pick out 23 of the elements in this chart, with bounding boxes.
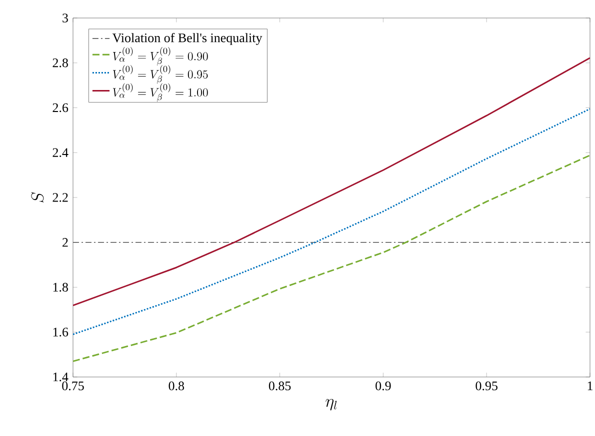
x-tick-label: 0.8 [168,382,184,390]
y-tick-label: 2.8 [52,58,68,68]
y-tick-label: 1.4 [53,372,68,382]
legend-label: $V_{\alpha}^{(0)} = V_{\beta}^{(0)} = 0.90$ [112,47,208,66]
y-tick-label: 3 [62,14,68,22]
x-tick-label: 0.85 [268,382,291,390]
x-tick-label: 0.95 [476,382,498,390]
x-tick-label: 1 [588,382,592,390]
legend-label: $V_{\alpha}^{(0)} = V_{\beta}^{(0)} = 1.00$ [112,83,208,102]
legend-label: Violation of Bell's inequality [112,32,262,45]
line-series [73,108,590,336]
y-tick-label: 2 [62,238,68,247]
y-tick-label: 2.4 [52,148,68,158]
y-tick-label: 1.6 [53,328,68,337]
x-tick-label: 0.75 [62,382,84,390]
y-tick-label: 1.8 [53,282,68,292]
y-tick-label: 2.2 [52,193,68,202]
x-axis-title: $\eta_l$ [326,399,337,410]
y-axis-title: $S$ [31,192,44,202]
x-tick-label: 0.9 [376,382,391,390]
line-series [73,154,590,362]
legend-label: $V_{\alpha}^{(0)} = V_{\beta}^{(0)} = 0.95$ [112,65,208,84]
y-tick-label: 2.6 [52,103,68,112]
